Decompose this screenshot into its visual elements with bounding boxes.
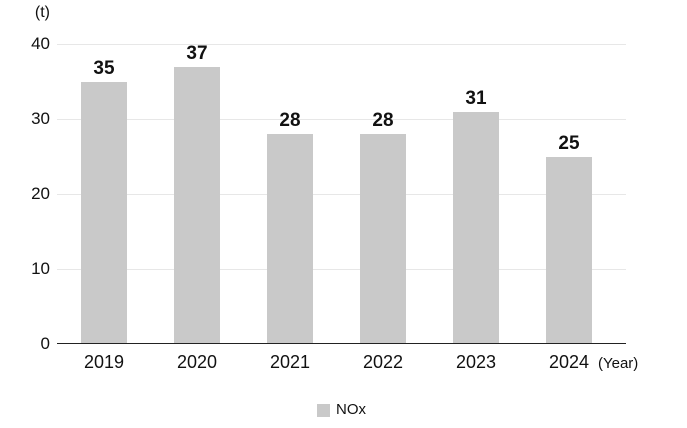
x-tick-label-2021: 2021 — [269, 352, 311, 372]
bar-value-label-2019: 35 — [93, 57, 115, 79]
bar-2023 — [453, 111, 499, 344]
bar-value-label-2024: 25 — [558, 132, 580, 154]
y-gridline-10 — [57, 269, 626, 270]
bar-2020 — [174, 66, 220, 344]
bar-value-label-2022: 28 — [372, 110, 394, 131]
y-gridline-20 — [57, 194, 626, 195]
x-tick-label-2022: 2022 — [362, 352, 404, 372]
y-gridline-40 — [57, 44, 626, 45]
bar-2024 — [546, 156, 592, 344]
x-tick-label-2023: 2023 — [455, 352, 497, 372]
x-tick-label-2024: 2024 — [548, 352, 590, 372]
y-axis-unit-label: (t) — [34, 4, 50, 21]
x-axis-unit-label: (Year) — [598, 355, 639, 372]
bar-value-label-2020: 37 — [186, 42, 208, 64]
y-tick-label-30: 30 — [31, 109, 50, 128]
legend: NOx — [57, 401, 626, 419]
x-axis-line — [57, 342, 626, 345]
x-tick-label-2019: 2019 — [83, 352, 125, 372]
bar-2019 — [81, 81, 127, 344]
bar-2022 — [360, 134, 406, 344]
legend-label-nox: NOx — [336, 401, 366, 418]
x-tick-label-2020: 2020 — [176, 352, 218, 372]
bar-value-label-2021: 28 — [279, 110, 301, 131]
y-gridline-30 — [57, 119, 626, 120]
y-tick-label-20: 20 — [31, 184, 50, 203]
legend-swatch-nox — [317, 403, 330, 417]
y-tick-label-10: 10 — [31, 259, 50, 278]
bar-value-label-2023: 31 — [465, 87, 487, 109]
bar-2021 — [267, 134, 313, 344]
y-tick-label-40: 40 — [31, 34, 50, 53]
y-tick-label-0: 0 — [40, 334, 50, 353]
